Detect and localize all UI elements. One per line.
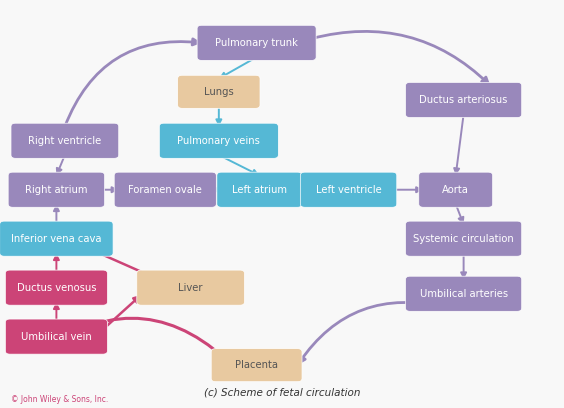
FancyArrowPatch shape	[103, 297, 139, 330]
FancyBboxPatch shape	[197, 25, 316, 60]
Text: Umbilical vein: Umbilical vein	[21, 332, 92, 341]
FancyArrowPatch shape	[454, 114, 464, 173]
FancyBboxPatch shape	[0, 221, 113, 256]
FancyBboxPatch shape	[406, 82, 522, 118]
FancyBboxPatch shape	[217, 172, 302, 207]
Text: Right ventricle: Right ventricle	[28, 136, 102, 146]
Text: (c) Scheme of fetal circulation: (c) Scheme of fetal circulation	[204, 388, 360, 397]
Text: © John Wiley & Sons, Inc.: © John Wiley & Sons, Inc.	[11, 395, 108, 404]
FancyArrowPatch shape	[45, 318, 236, 369]
FancyArrowPatch shape	[217, 105, 221, 124]
FancyArrowPatch shape	[393, 187, 421, 192]
Text: Left ventricle: Left ventricle	[316, 185, 381, 195]
FancyBboxPatch shape	[211, 348, 302, 382]
FancyArrowPatch shape	[299, 302, 448, 363]
FancyBboxPatch shape	[159, 123, 279, 158]
Text: Systemic circulation: Systemic circulation	[413, 234, 514, 244]
Text: Placenta: Placenta	[235, 360, 278, 370]
FancyArrowPatch shape	[221, 57, 257, 78]
FancyBboxPatch shape	[6, 319, 107, 354]
FancyBboxPatch shape	[137, 270, 245, 305]
Text: Pulmonary trunk: Pulmonary trunk	[215, 38, 298, 48]
FancyArrowPatch shape	[85, 247, 161, 281]
FancyArrowPatch shape	[219, 155, 258, 175]
FancyArrowPatch shape	[298, 187, 303, 192]
Text: Umbilical arteries: Umbilical arteries	[420, 289, 508, 299]
FancyArrowPatch shape	[54, 255, 59, 273]
FancyBboxPatch shape	[300, 172, 397, 207]
Text: Ductus venosus: Ductus venosus	[17, 283, 96, 293]
Text: Left atrium: Left atrium	[232, 185, 287, 195]
FancyBboxPatch shape	[406, 221, 522, 256]
FancyArrowPatch shape	[311, 31, 488, 84]
FancyBboxPatch shape	[406, 276, 522, 311]
FancyArrowPatch shape	[65, 39, 199, 126]
FancyBboxPatch shape	[418, 172, 493, 207]
FancyArrowPatch shape	[456, 204, 464, 222]
Text: Liver: Liver	[178, 283, 203, 293]
FancyArrowPatch shape	[57, 155, 65, 173]
FancyBboxPatch shape	[6, 270, 107, 305]
Text: Right atrium: Right atrium	[25, 185, 87, 195]
Text: Aorta: Aorta	[442, 185, 469, 195]
Text: Pulmonary veins: Pulmonary veins	[178, 136, 260, 146]
FancyArrowPatch shape	[100, 187, 117, 192]
FancyBboxPatch shape	[178, 75, 260, 108]
Text: Ductus arteriosus: Ductus arteriosus	[420, 95, 508, 105]
FancyBboxPatch shape	[114, 172, 216, 207]
FancyArrowPatch shape	[54, 304, 59, 322]
FancyArrowPatch shape	[461, 253, 466, 277]
FancyArrowPatch shape	[54, 206, 59, 224]
FancyBboxPatch shape	[11, 123, 119, 158]
Text: Lungs: Lungs	[204, 87, 233, 97]
Text: Inferior vena cava: Inferior vena cava	[11, 234, 102, 244]
FancyBboxPatch shape	[8, 172, 105, 207]
Text: Foramen ovale: Foramen ovale	[129, 185, 202, 195]
FancyArrowPatch shape	[212, 187, 219, 192]
